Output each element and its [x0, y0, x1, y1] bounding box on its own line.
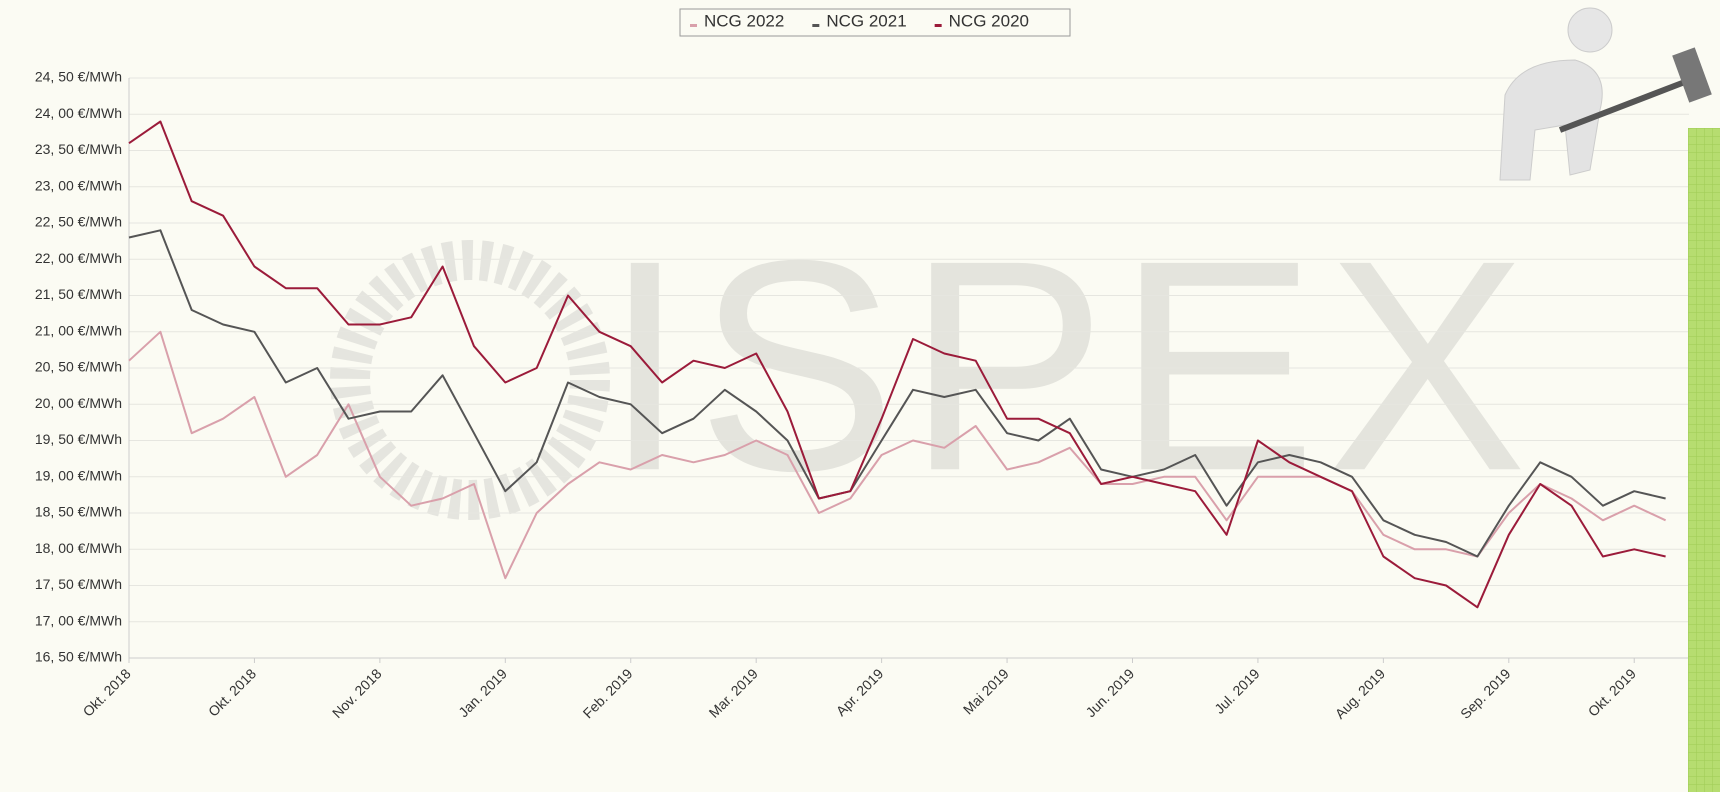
y-tick-label: 19, 50 €/MWh: [35, 431, 122, 447]
y-tick-label: 23, 50 €/MWh: [35, 141, 122, 157]
legend: NCG 2022 NCG 2021 NCG 2020: [679, 8, 1071, 37]
y-tick-label: 24, 50 €/MWh: [35, 69, 122, 85]
watermark-logo: [330, 240, 610, 520]
watermark: ISPEX: [603, 197, 1537, 533]
legend-label: NCG 2020: [949, 11, 1029, 30]
y-tick-label: 17, 00 €/MWh: [35, 612, 122, 628]
y-tick-label: 21, 00 €/MWh: [35, 322, 122, 338]
y-tick-label: 18, 50 €/MWh: [35, 504, 122, 520]
legend-box: [679, 8, 1071, 37]
y-tick-label: 22, 50 €/MWh: [35, 214, 122, 230]
legend-marker: [934, 24, 942, 27]
side-strip: [1688, 128, 1720, 792]
y-tick-label: 20, 00 €/MWh: [35, 395, 122, 411]
y-tick-label: 24, 00 €/MWh: [35, 105, 122, 121]
y-tick-label: 17, 50 €/MWh: [35, 576, 122, 592]
legend-label: NCG 2021: [826, 11, 906, 30]
y-tick-label: 16, 50 €/MWh: [35, 649, 122, 665]
y-tick-label: 18, 00 €/MWh: [35, 540, 122, 556]
y-tick-label: 21, 50 €/MWh: [35, 286, 122, 302]
legend-marker: [812, 24, 820, 27]
legend-label: NCG 2022: [704, 11, 784, 30]
y-tick-label: 22, 00 €/MWh: [35, 250, 122, 266]
legend-marker: [690, 24, 697, 27]
series-line: [128, 229, 1666, 558]
y-tick-label: 20, 50 €/MWh: [35, 359, 122, 375]
series-line: [128, 120, 1666, 609]
y-tick-label: 23, 00 €/MWh: [35, 177, 122, 193]
y-tick-label: 19, 00 €/MWh: [35, 467, 122, 483]
plot-area: ISPEX 16, 50 €/MWh 17, 00 €/MWh 17, 50 €/MW…: [35, 69, 1689, 722]
series-line: [128, 330, 1667, 580]
gavel-figure: [1499, 7, 1712, 181]
